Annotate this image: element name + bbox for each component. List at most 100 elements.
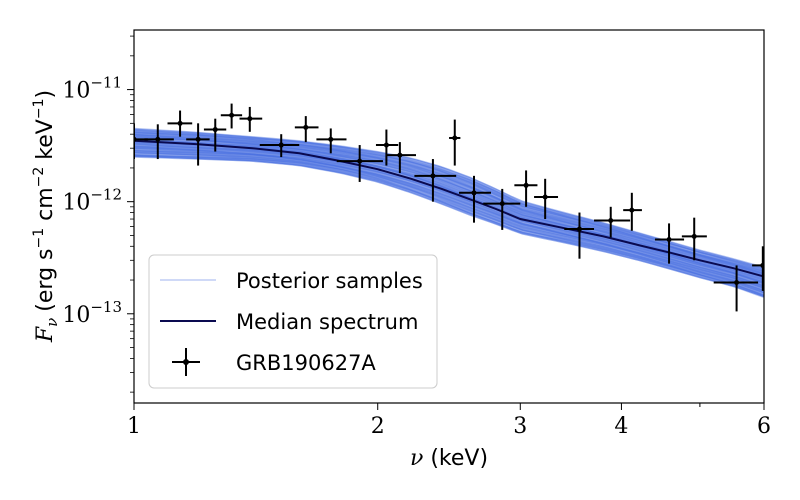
- data-point: [134, 123, 148, 160]
- posterior-sample-line: [134, 133, 764, 275]
- data-point-marker: [134, 136, 137, 142]
- data-point: [220, 103, 243, 129]
- posterior-sample-line: [134, 147, 764, 289]
- data-point-marker: [734, 280, 740, 286]
- posterior-sample-line: [134, 152, 764, 294]
- y-tick-label: 10−13: [62, 298, 122, 328]
- legend: Posterior samples Median spectrum GRB190…: [148, 254, 438, 389]
- posterior-sample-line: [134, 134, 764, 276]
- posterior-sample-line: [134, 150, 764, 292]
- data-point-marker: [629, 207, 635, 213]
- x-tick-label: 4: [614, 414, 628, 439]
- y-tick-label: 10−12: [62, 186, 122, 216]
- data-point-marker: [499, 201, 505, 207]
- data-point: [458, 175, 491, 223]
- posterior-sample-line: [134, 137, 764, 279]
- x-axis: 1 2 3 4 6: [127, 403, 771, 439]
- data-point-marker: [383, 142, 389, 148]
- data-point-marker: [430, 173, 436, 179]
- data-point-marker: [523, 182, 529, 188]
- data-point-marker: [212, 127, 218, 133]
- posterior-sample-line: [134, 129, 764, 270]
- posterior-sample-line: [134, 144, 764, 286]
- y-axis-unit-erg: (erg s: [33, 249, 58, 312]
- posterior-sample-line: [134, 154, 764, 296]
- y-axis-exp-kev: −1: [31, 99, 47, 120]
- data-point: [449, 119, 461, 166]
- x-axis-symbol: ν: [410, 446, 423, 471]
- data-point: [654, 223, 685, 264]
- posterior-sample-line: [134, 143, 764, 285]
- posterior-sample-line: [134, 154, 764, 296]
- posterior-sample-line: [134, 152, 764, 294]
- posterior-sample-line: [134, 143, 764, 285]
- posterior-sample-line: [134, 136, 764, 277]
- y-axis-title: Fν(erg s−1 cm−2 keV−1): [31, 90, 61, 343]
- posterior-sample-line: [134, 154, 764, 297]
- posterior-sample-line: [134, 155, 764, 298]
- data-point-marker: [691, 233, 697, 239]
- y-tick-label: 10−11: [62, 74, 122, 104]
- posterior-sample-line: [134, 151, 764, 293]
- posterior-sample-line: [134, 144, 764, 287]
- median-spectrum-line: [134, 139, 764, 278]
- data-point-marker: [397, 152, 403, 158]
- data-point: [386, 142, 416, 174]
- posterior-sample-line: [134, 146, 764, 288]
- posterior-sample-line: [134, 137, 764, 278]
- posterior-sample-line: [134, 143, 764, 285]
- posterior-sample-line: [134, 145, 764, 287]
- posterior-sample-line: [134, 131, 764, 272]
- posterior-sample-line: [134, 131, 764, 273]
- data-point: [594, 206, 631, 238]
- data-point-marker: [247, 116, 253, 122]
- data-point: [294, 116, 319, 143]
- posterior-sample-line: [134, 146, 764, 289]
- data-point-marker: [155, 136, 161, 142]
- posterior-sample-line: [134, 156, 764, 299]
- posterior-sample-line: [134, 156, 764, 299]
- posterior-sample-line: [134, 128, 764, 269]
- x-tick-label: 6: [757, 414, 771, 439]
- data-point-marker: [542, 194, 548, 200]
- y-axis-exp-cm: −2: [31, 167, 47, 188]
- y-axis: 10−13 10−12 10−11: [62, 35, 134, 393]
- posterior-sample-line: [134, 132, 764, 273]
- data-point-marker: [608, 217, 614, 223]
- data-point-marker: [229, 112, 235, 118]
- posterior-sample-line: [134, 149, 764, 291]
- posterior-sample-line: [134, 133, 764, 274]
- x-axis-unit: (keV): [423, 446, 488, 471]
- data-point: [259, 134, 300, 158]
- posterior-sample-line: [134, 147, 764, 290]
- legend-median-label: Median spectrum: [236, 310, 418, 334]
- posterior-sample-line: [134, 135, 764, 277]
- posterior-sample-line: [134, 136, 764, 277]
- posterior-sample-line: [134, 134, 764, 275]
- data-point: [752, 246, 764, 291]
- posterior-sample-line: [134, 154, 764, 296]
- data-point-marker: [303, 124, 309, 130]
- posterior-sample-line: [134, 153, 764, 296]
- data-point: [414, 159, 457, 202]
- posterior-sample-line: [134, 148, 764, 290]
- data-point: [681, 217, 707, 261]
- data-point-marker: [278, 142, 284, 148]
- data-points-layer: [134, 103, 764, 312]
- posterior-sample-line: [134, 148, 764, 290]
- posterior-sample-line: [134, 135, 764, 277]
- data-point: [239, 106, 263, 132]
- data-point-marker: [328, 136, 334, 142]
- data-point-marker: [471, 190, 477, 196]
- data-point: [316, 128, 347, 154]
- posterior-sample-line: [134, 151, 764, 293]
- posterior-sample-line: [134, 150, 764, 292]
- data-point: [144, 124, 174, 160]
- data-point: [564, 212, 595, 259]
- median-spectrum-layer: [134, 139, 764, 278]
- data-point: [534, 178, 559, 220]
- data-point-marker: [576, 226, 582, 232]
- y-axis-symbol: F: [33, 326, 58, 343]
- data-point: [623, 192, 642, 231]
